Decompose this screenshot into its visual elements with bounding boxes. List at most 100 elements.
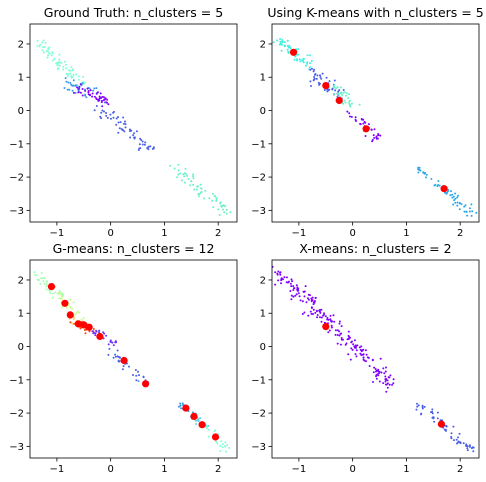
data-point <box>320 308 323 311</box>
data-point <box>326 90 329 93</box>
data-point <box>112 111 115 114</box>
data-point <box>224 445 227 448</box>
data-point <box>93 109 96 112</box>
data-point <box>177 405 180 408</box>
data-point <box>306 297 309 300</box>
data-point <box>137 380 140 383</box>
data-point <box>44 41 47 44</box>
data-point <box>129 136 132 139</box>
data-point <box>77 91 80 94</box>
data-point <box>41 41 44 44</box>
data-point <box>351 348 354 351</box>
data-point <box>293 58 296 61</box>
axes-frame <box>271 23 480 223</box>
data-point <box>364 135 367 137</box>
data-point <box>305 64 307 67</box>
data-point <box>340 325 343 328</box>
data-point <box>294 55 297 58</box>
y-tick-label: 0 <box>260 342 266 353</box>
data-point <box>420 413 422 416</box>
data-point <box>211 192 214 195</box>
data-point <box>345 92 348 95</box>
data-point <box>319 316 321 319</box>
data-point <box>93 332 96 335</box>
data-point <box>190 180 193 183</box>
data-point <box>192 177 195 180</box>
data-point <box>75 312 78 315</box>
data-point <box>46 50 49 53</box>
data-point <box>109 339 112 342</box>
data-point <box>382 382 385 385</box>
data-point <box>66 75 69 78</box>
data-point <box>139 147 142 150</box>
data-point <box>373 136 376 139</box>
data-point <box>290 285 293 288</box>
data-point <box>328 80 331 83</box>
data-point <box>374 368 377 370</box>
data-point <box>199 183 202 186</box>
data-point <box>423 172 426 175</box>
data-point <box>222 208 224 211</box>
data-point <box>384 380 387 383</box>
data-point <box>38 45 41 48</box>
data-point <box>42 277 45 280</box>
y-tick-label: 2 <box>260 275 266 286</box>
data-point <box>94 334 97 337</box>
data-point <box>456 196 459 199</box>
data-point <box>362 358 365 361</box>
data-point <box>128 128 131 131</box>
y-tick-label: 2 <box>260 39 266 50</box>
data-point <box>457 441 460 444</box>
data-point <box>436 185 439 188</box>
data-point <box>183 181 186 184</box>
data-point <box>47 54 50 57</box>
data-point <box>66 88 69 91</box>
data-point <box>355 349 358 352</box>
data-point <box>91 95 94 98</box>
data-point <box>104 101 106 104</box>
data-point <box>200 187 203 190</box>
data-point <box>51 52 54 54</box>
data-point <box>466 449 469 452</box>
data-point <box>370 128 373 131</box>
data-point <box>79 327 82 330</box>
data-point <box>85 96 88 99</box>
data-point <box>325 76 328 79</box>
data-point <box>309 68 312 71</box>
data-point <box>377 374 380 377</box>
data-point <box>69 306 72 309</box>
data-point <box>280 278 283 281</box>
data-point <box>468 444 471 447</box>
data-point <box>338 334 341 337</box>
cluster-center <box>66 311 74 319</box>
data-point <box>173 167 176 170</box>
data-point <box>452 439 455 442</box>
data-point <box>276 272 279 275</box>
data-point <box>307 298 310 301</box>
data-point <box>335 87 338 90</box>
data-point <box>309 66 311 69</box>
data-point <box>81 82 84 85</box>
data-point <box>42 51 45 54</box>
data-point <box>392 382 395 385</box>
data-point <box>355 120 357 122</box>
data-point <box>116 355 119 358</box>
data-point <box>455 438 458 441</box>
data-point <box>218 214 221 216</box>
data-point <box>389 374 392 377</box>
data-point <box>58 289 61 292</box>
data-point <box>313 300 316 303</box>
data-point <box>40 272 43 274</box>
data-point <box>79 83 82 86</box>
data-point <box>320 316 323 319</box>
data-point <box>450 435 453 438</box>
data-point <box>42 280 45 283</box>
data-point <box>143 143 146 146</box>
data-point <box>112 116 115 119</box>
data-point <box>67 73 70 76</box>
data-point <box>340 337 343 339</box>
data-point <box>70 75 73 77</box>
data-point <box>386 379 389 382</box>
data-point <box>138 374 140 377</box>
data-point <box>291 280 294 283</box>
